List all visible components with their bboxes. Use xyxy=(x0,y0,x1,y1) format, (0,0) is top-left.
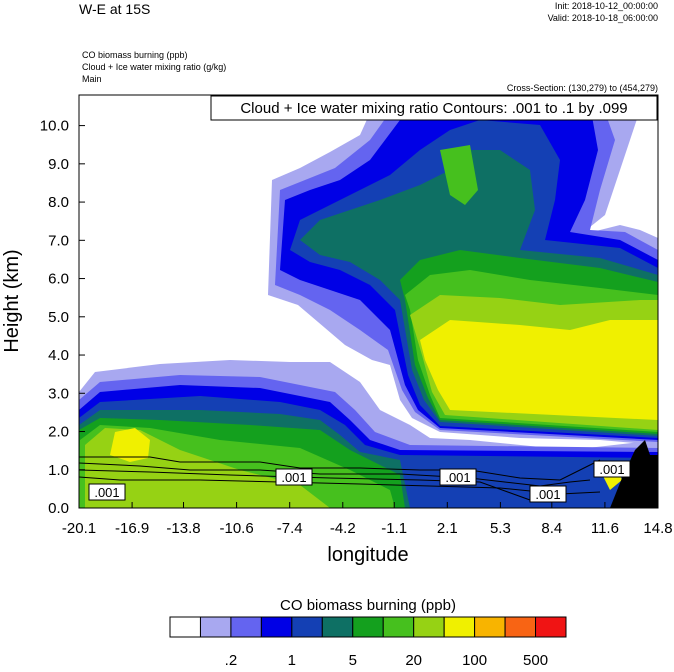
colorbar-box xyxy=(413,616,445,638)
colorbar-box xyxy=(291,616,323,638)
y-tick-label: 6.0 xyxy=(48,271,69,288)
contour-label: .001 xyxy=(281,470,306,485)
contour-fill xyxy=(79,95,658,508)
colorbar-label: 20 xyxy=(405,652,422,667)
colorbar-box xyxy=(382,616,415,638)
x-axis-title: longitude xyxy=(327,544,408,566)
y-tick-label: 5.0 xyxy=(48,309,69,326)
y-tick-label: 0.0 xyxy=(48,500,69,517)
x-tick-label: 11.6 xyxy=(591,520,619,537)
info-box xyxy=(210,95,658,121)
colorbar-box xyxy=(474,616,506,638)
contour-label: .001 xyxy=(599,462,624,477)
colorbar-box xyxy=(504,616,537,638)
y-tick-label: 2.0 xyxy=(48,424,69,441)
y-tick-label: 1.0 xyxy=(48,462,69,479)
field-label: Cloud + Ice water mixing ratio (g/kg) xyxy=(82,62,226,72)
y-tick-label: 8.0 xyxy=(48,194,69,211)
field-label: CO biomass burning (ppb) xyxy=(82,50,188,60)
y-axis-title: Height (km) xyxy=(1,249,23,352)
colorbar-label: .2 xyxy=(225,652,238,667)
init-time: Init: 2018-10-12_00:00:00 xyxy=(555,1,658,11)
colorbar-label: 5 xyxy=(349,652,357,667)
colorbar-box xyxy=(535,616,567,638)
contour-info: Cloud + Ice water mixing ratio Contours:… xyxy=(240,100,627,117)
colorbar-box xyxy=(230,616,262,638)
x-tick-label: 14.8 xyxy=(643,520,672,537)
contour-label: .001 xyxy=(445,470,470,485)
valid-time: Valid: 2018-10-18_06:00:00 xyxy=(548,13,658,23)
y-tick-label: 10.0 xyxy=(40,118,69,135)
chart-title: W-E at 15S xyxy=(79,1,150,17)
colorbar-title: CO biomass burning (ppb) xyxy=(280,597,456,614)
plot-frame xyxy=(78,94,659,509)
colorbar-box xyxy=(199,616,232,638)
y-tick-label: 4.0 xyxy=(48,347,69,364)
x-tick-label: -1.1 xyxy=(381,520,407,537)
x-tick-label: -13.8 xyxy=(166,520,200,537)
y-tick-label: 3.0 xyxy=(48,385,69,402)
colorbar-box xyxy=(260,616,293,638)
y-tick-label: 9.0 xyxy=(48,156,69,173)
colorbar-box xyxy=(169,616,201,638)
contour-label-boxes xyxy=(88,460,631,503)
colorbar-label: 100 xyxy=(462,652,487,667)
colorbar-box xyxy=(352,616,384,638)
y-tick-label: 7.0 xyxy=(48,232,69,249)
x-tick-label: 2.1 xyxy=(437,520,458,537)
x-tick-label: -20.1 xyxy=(62,520,96,537)
cross-section: Cross-Section: (130,279) to (454,279) xyxy=(507,83,658,93)
x-tick-label: -4.2 xyxy=(330,520,356,537)
field-label: Main xyxy=(82,74,102,84)
colorbar-label: 500 xyxy=(523,652,548,667)
colorbar-box xyxy=(321,616,354,638)
contour-label: .001 xyxy=(535,487,560,502)
colorbar-box xyxy=(443,616,476,638)
contour-label: .001 xyxy=(94,485,119,500)
x-tick-label: -10.6 xyxy=(220,520,254,537)
x-tick-label: 8.4 xyxy=(541,520,562,537)
x-tick-label: 5.3 xyxy=(490,520,511,537)
x-tick-label: -7.4 xyxy=(277,520,303,537)
colorbar-label: 1 xyxy=(288,652,296,667)
x-tick-label: -16.9 xyxy=(115,520,149,537)
